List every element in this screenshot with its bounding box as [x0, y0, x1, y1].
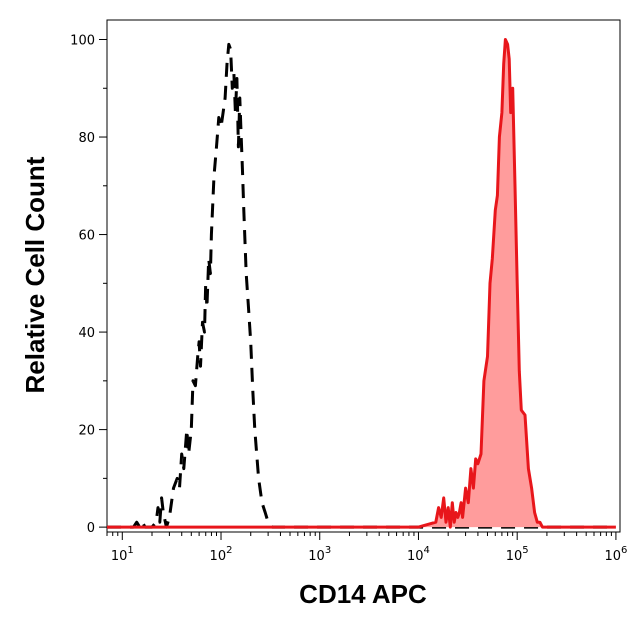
x-axis: 101 102 103 104 105 106: [106, 532, 627, 564]
x-tick-label: 106: [604, 545, 627, 564]
x-tick-label: 101: [111, 545, 134, 564]
y-tick-label: 20: [78, 424, 95, 439]
x-tick-label: 103: [308, 545, 331, 564]
plot-area: [106, 19, 621, 533]
x-axis-title: CD14 APC: [299, 579, 427, 609]
y-tick-label: 0: [87, 521, 95, 536]
series-layer: [107, 38, 616, 529]
y-tick-label: 60: [78, 229, 95, 244]
x-tick-label: 102: [210, 545, 233, 564]
y-tick-label: 40: [78, 326, 95, 341]
series-0-line: [107, 42, 616, 529]
y-axis: 0 20 40 60 80 100: [70, 34, 107, 536]
x-tick-label: 105: [506, 545, 529, 564]
y-axis-title: Relative Cell Count: [20, 156, 50, 393]
series-1-area: [107, 39, 616, 528]
plot-frame: [106, 19, 621, 533]
y-tick-label: 100: [70, 34, 95, 49]
y-tick-label: 80: [78, 131, 95, 146]
series-1-line: [107, 38, 616, 529]
x-tick-label: 104: [407, 545, 430, 564]
